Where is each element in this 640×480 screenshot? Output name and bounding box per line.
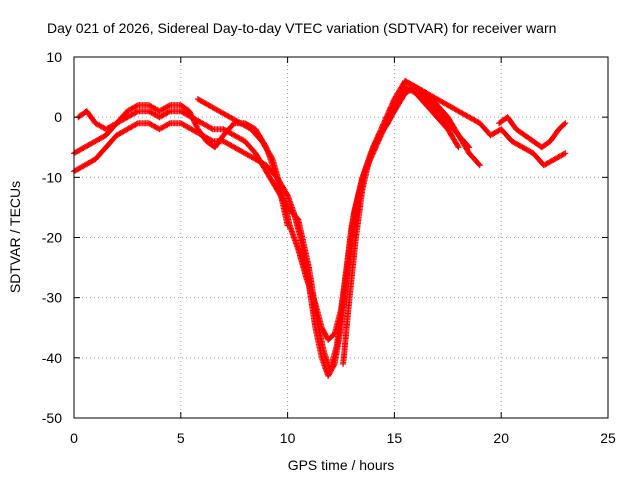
y-tick-label: -10 [42, 169, 62, 185]
data-point-markers [402, 78, 569, 169]
series-satellite-track-3 [194, 78, 473, 343]
series-satellite-track-4 [75, 102, 291, 229]
series-satellite-track-6 [496, 114, 569, 151]
data-point-markers [71, 84, 483, 379]
series-satellite-track-2 [71, 84, 483, 379]
series-satellite-track-5 [402, 78, 569, 169]
y-axis-label: SDTVAR / TECUs [7, 181, 23, 293]
x-tick-label: 25 [600, 430, 616, 446]
x-tick-label: 0 [70, 430, 78, 446]
y-tick-label: 0 [54, 109, 62, 125]
y-tick-label: -40 [42, 350, 62, 366]
x-axis-label: GPS time / hours [288, 457, 395, 473]
axis-ticks: 0 5 10 15 20 25 10 0 -10 -20 -30 -40 -50 [42, 49, 616, 446]
data-point-markers [75, 102, 291, 229]
x-tick-label: 5 [177, 430, 185, 446]
y-tick-label: 10 [46, 49, 62, 65]
data-point-markers [194, 78, 473, 343]
x-tick-label: 15 [387, 430, 403, 446]
data-point-markers [496, 114, 569, 151]
plot-area [71, 78, 569, 379]
data-point-markers [340, 90, 409, 367]
x-tick-label: 20 [493, 430, 509, 446]
y-tick-label: -50 [42, 410, 62, 426]
y-tick-label: -30 [42, 290, 62, 306]
chart-title: Day 021 of 2026, Sidereal Day-to-day VTE… [47, 20, 556, 36]
x-tick-label: 10 [280, 430, 296, 446]
series-satellite-track-7 [340, 90, 409, 367]
y-tick-label: -20 [42, 230, 62, 246]
